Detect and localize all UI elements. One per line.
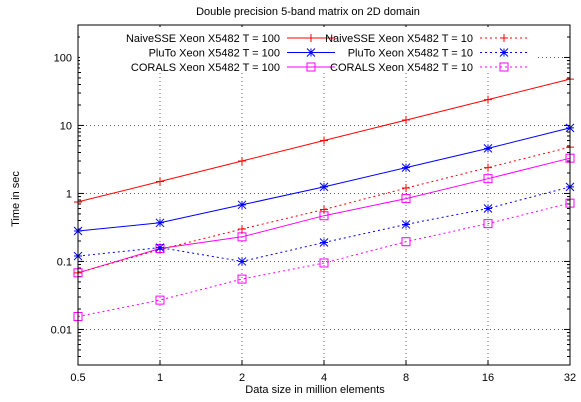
data-point bbox=[155, 295, 165, 305]
data-point bbox=[499, 48, 509, 57]
series-line bbox=[77, 157, 571, 274]
legend-label: CORALS Xeon X5482 T = 100 bbox=[131, 62, 280, 74]
y-tick-label: 100 bbox=[54, 52, 72, 64]
data-point bbox=[238, 157, 246, 165]
series bbox=[74, 143, 574, 277]
x-tick-label: 8 bbox=[403, 372, 409, 384]
data-point bbox=[401, 237, 411, 247]
y-axis-label: Time in sec bbox=[10, 171, 22, 227]
data-point bbox=[156, 177, 164, 186]
data-point bbox=[306, 62, 316, 72]
series-group bbox=[73, 75, 575, 322]
axis-ticks: 0.5 1 2 4 8 16 32 0.01 0.1 1 10 100 bbox=[51, 24, 576, 384]
x-tick-label: 1 bbox=[157, 372, 163, 384]
grid-lines bbox=[78, 25, 570, 365]
legend-label: PluTo Xeon X5482 T = 10 bbox=[348, 48, 473, 60]
series bbox=[73, 153, 575, 278]
data-point bbox=[306, 48, 316, 57]
legend-label: NaiveSSE Xeon X5482 T = 100 bbox=[126, 33, 280, 45]
y-tick-label: 0.01 bbox=[51, 324, 72, 336]
x-tick-label: 2 bbox=[239, 372, 245, 384]
data-point bbox=[319, 182, 329, 192]
data-point bbox=[319, 238, 329, 247]
legend-label: PluTo Xeon X5482 T = 100 bbox=[149, 48, 280, 60]
plot-frame bbox=[77, 24, 571, 366]
data-point bbox=[484, 95, 492, 104]
data-point bbox=[319, 258, 329, 268]
data-point bbox=[402, 184, 410, 193]
data-point bbox=[483, 174, 493, 184]
x-tick-label: 0.5 bbox=[70, 372, 85, 384]
data-point bbox=[484, 163, 492, 172]
x-tick-label: 32 bbox=[564, 372, 576, 384]
data-point bbox=[320, 136, 328, 145]
data-point bbox=[499, 62, 509, 72]
series-line bbox=[77, 186, 571, 262]
data-point bbox=[307, 34, 315, 42]
y-tick-label: 0.1 bbox=[57, 256, 72, 268]
data-point bbox=[401, 220, 411, 229]
data-point bbox=[237, 257, 247, 266]
data-point bbox=[500, 34, 508, 42]
data-point bbox=[483, 219, 493, 229]
data-point bbox=[483, 144, 493, 153]
data-point bbox=[401, 163, 411, 172]
data-point bbox=[402, 116, 410, 125]
x-tick-label: 16 bbox=[482, 372, 494, 384]
chart-title: Double precision 5-band matrix on 2D dom… bbox=[196, 6, 420, 18]
data-point bbox=[237, 200, 247, 210]
legend-label: NaiveSSE Xeon X5482 T = 10 bbox=[325, 33, 473, 45]
data-point bbox=[237, 274, 247, 284]
y-tick-label: 1 bbox=[66, 188, 72, 200]
data-point bbox=[155, 218, 165, 228]
y-tick-label: 10 bbox=[60, 120, 72, 132]
x-axis-label: Data size in million elements bbox=[245, 384, 385, 396]
data-point bbox=[320, 205, 328, 214]
x-tick-label: 4 bbox=[321, 372, 327, 384]
data-point bbox=[155, 243, 165, 252]
legend-label: CORALS Xeon X5482 T = 10 bbox=[330, 62, 473, 74]
data-point bbox=[238, 225, 246, 233]
series-line bbox=[77, 202, 571, 317]
legend: NaiveSSE Xeon X5482 T = 100 PluTo Xeon X5… bbox=[80, 27, 535, 74]
data-point bbox=[401, 194, 411, 204]
data-point bbox=[483, 204, 493, 213]
